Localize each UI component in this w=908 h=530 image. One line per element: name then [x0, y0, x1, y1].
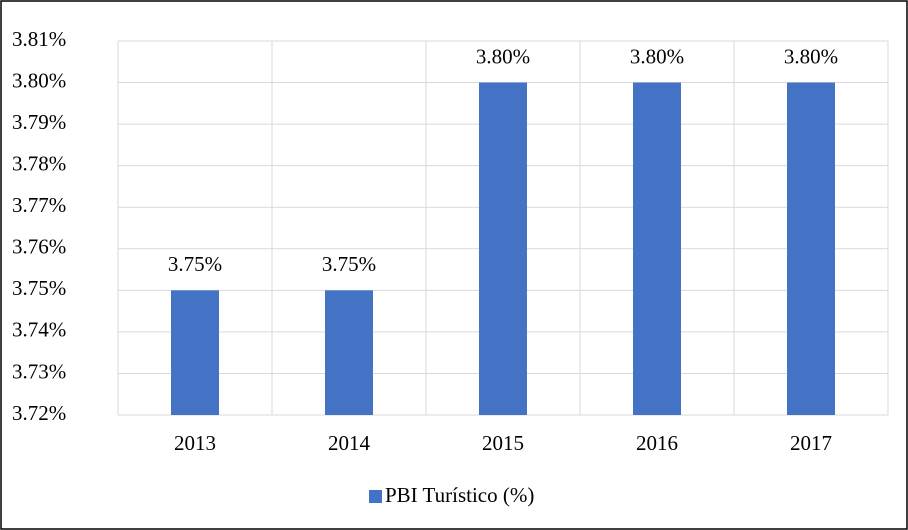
- x-tick-label: 2016: [636, 431, 678, 455]
- y-tick-label: 3.72%: [12, 401, 66, 425]
- y-tick-label: 3.79%: [12, 110, 66, 134]
- data-label: 3.75%: [322, 252, 376, 276]
- bar: [787, 82, 835, 416]
- bar: [633, 82, 681, 416]
- x-tick-label: 2014: [328, 431, 371, 455]
- bar: [171, 290, 219, 415]
- x-tick-label: 2015: [482, 431, 524, 455]
- y-tick-label: 3.78%: [12, 151, 66, 175]
- bar: [479, 82, 527, 416]
- data-label: 3.75%: [168, 252, 222, 276]
- y-tick-label: 3.80%: [12, 68, 66, 92]
- y-tick-label: 3.73%: [12, 359, 66, 383]
- x-tick-label: 2017: [790, 431, 832, 455]
- legend-swatch: [369, 490, 382, 503]
- data-label: 3.80%: [476, 44, 530, 68]
- data-label: 3.80%: [630, 44, 684, 68]
- data-label: 3.80%: [784, 44, 838, 68]
- y-tick-label: 3.74%: [12, 318, 66, 342]
- y-tick-label: 3.81%: [12, 27, 66, 51]
- x-tick-label: 2013: [174, 431, 216, 455]
- legend-label: PBI Turístico (%): [385, 483, 534, 507]
- bar: [325, 290, 373, 415]
- y-tick-label: 3.76%: [12, 235, 66, 259]
- y-tick-label: 3.75%: [12, 276, 66, 300]
- y-tick-label: 3.77%: [12, 193, 66, 217]
